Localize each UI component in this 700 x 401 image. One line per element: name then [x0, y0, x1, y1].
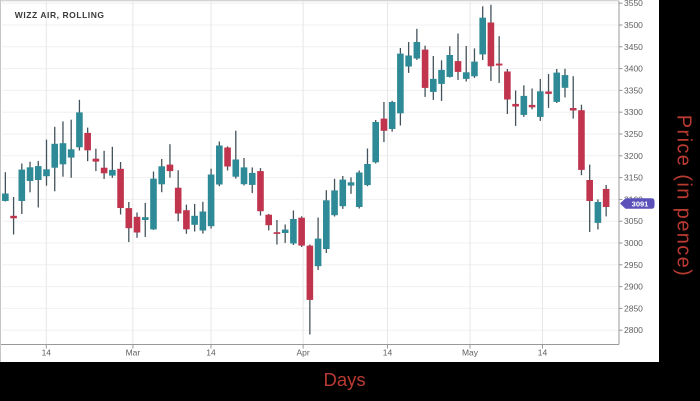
svg-text:WIZZ AIR, ROLLING: WIZZ AIR, ROLLING [15, 10, 105, 20]
svg-text:Apr: Apr [296, 348, 309, 358]
svg-text:3250: 3250 [624, 129, 643, 139]
svg-text:2800: 2800 [624, 325, 643, 335]
svg-text:Price (in pence): Price (in pence) [673, 115, 695, 277]
svg-text:May: May [462, 348, 479, 358]
svg-text:3550: 3550 [624, 0, 643, 8]
svg-text:3400: 3400 [624, 64, 643, 74]
svg-text:3350: 3350 [624, 85, 643, 95]
svg-text:3091: 3091 [632, 199, 649, 208]
svg-text:14: 14 [42, 348, 52, 358]
svg-text:14: 14 [383, 348, 393, 358]
svg-text:3050: 3050 [624, 216, 643, 226]
svg-text:3500: 3500 [624, 20, 643, 30]
svg-text:3150: 3150 [624, 173, 643, 183]
svg-text:14: 14 [538, 348, 548, 358]
svg-text:3450: 3450 [624, 42, 643, 52]
svg-text:14: 14 [206, 348, 216, 358]
svg-text:3300: 3300 [624, 107, 643, 117]
svg-text:3000: 3000 [624, 238, 643, 248]
svg-text:2900: 2900 [624, 282, 643, 292]
svg-text:Days: Days [324, 369, 366, 390]
svg-text:3200: 3200 [624, 151, 643, 161]
svg-text:2850: 2850 [624, 303, 643, 313]
svg-text:Mar: Mar [126, 348, 141, 358]
svg-text:2950: 2950 [624, 260, 643, 270]
